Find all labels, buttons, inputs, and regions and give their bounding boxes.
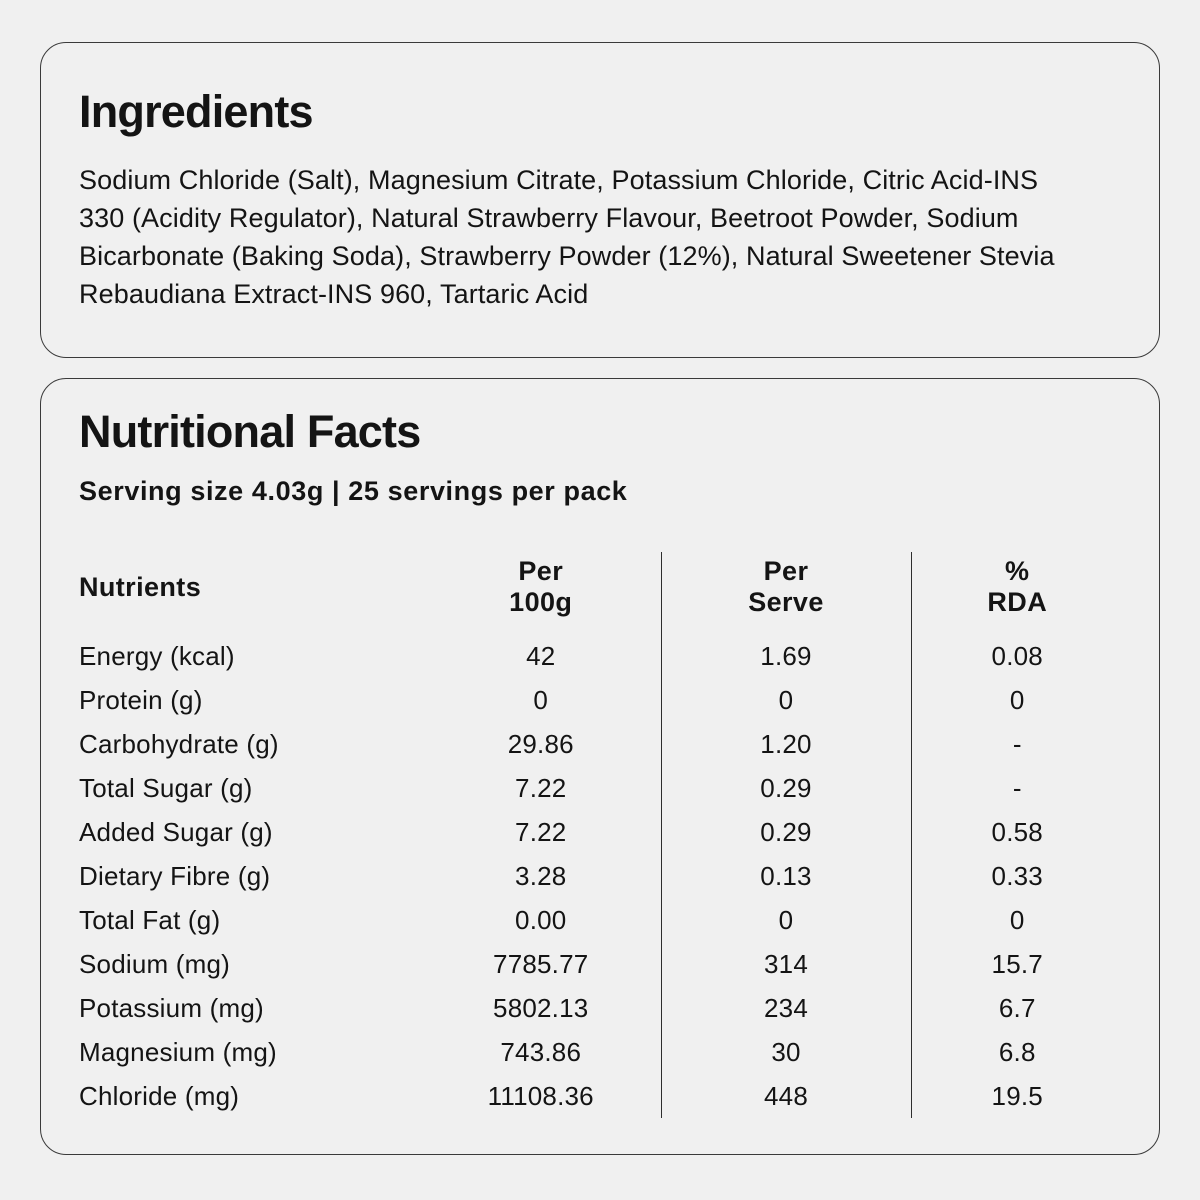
header-per-serve-line2: Serve	[748, 587, 824, 618]
nutrient-label: Carbohydrate (g)	[79, 728, 279, 759]
per-serve-value: 0.29	[660, 810, 911, 855]
per-100g-value: 7.22	[515, 816, 567, 847]
header-per-100g-line2: 100g	[509, 587, 573, 618]
table-row: Protein (g) 0 0 0	[79, 678, 1123, 723]
table-row: Sodium (mg) 7785.77 314 15.7	[79, 942, 1123, 987]
table-row: Energy (kcal) 42 1.69 0.08	[79, 634, 1123, 679]
header-per-serve-line1: Per	[763, 556, 809, 587]
ingredients-title: Ingredients	[79, 86, 314, 137]
table-row: Added Sugar (g) 7.22 0.29 0.58	[79, 810, 1123, 855]
rda-value: 0	[910, 678, 1123, 723]
table-row: Dietary Fibre (g) 3.28 0.13 0.33	[79, 854, 1123, 899]
ingredients-card: Ingredients Sodium Chloride (Salt), Magn…	[40, 42, 1160, 358]
per-100g-value: 3.28	[515, 860, 567, 891]
table-row: Total Sugar (g) 7.22 0.29 -	[79, 766, 1123, 811]
per-100g-value: 743.86	[500, 1036, 582, 1067]
rda-value: 0.58	[910, 810, 1123, 855]
ingredients-text: Sodium Chloride (Salt), Magnesium Citrat…	[79, 165, 1055, 310]
per-100g-value: 0.00	[515, 904, 567, 935]
per-serve-value: 1.69	[660, 634, 911, 679]
per-100g-value: 11108.36	[487, 1080, 594, 1111]
per-100g-value: 0	[533, 684, 549, 715]
header-nutrients: Nutrients	[79, 571, 202, 602]
table-header-row: Nutrients Per 100g Per Serve % RDA	[79, 552, 1123, 635]
nutrient-label: Total Fat (g)	[79, 904, 221, 935]
nutrient-label: Dietary Fibre (g)	[79, 860, 271, 891]
per-serve-value: 234	[660, 986, 911, 1031]
per-100g-value: 29.86	[507, 728, 574, 759]
per-serve-value: 0	[660, 678, 911, 723]
table-row: Potassium (mg) 5802.13 234 6.7	[79, 986, 1123, 1031]
nutrition-card: Nutritional Facts Serving size 4.03g | 2…	[40, 378, 1160, 1155]
per-serve-value: 0.13	[660, 854, 911, 899]
nutrition-table: Nutrients Per 100g Per Serve % RDA	[79, 552, 1123, 1119]
per-serve-value: 0.29	[660, 766, 911, 811]
nutrient-label: Chloride (mg)	[79, 1080, 240, 1111]
per-100g-value: 42	[526, 640, 556, 671]
header-per-100g: Per 100g	[421, 552, 661, 634]
header-rda-line1: %	[1005, 556, 1030, 587]
rda-value: -	[910, 722, 1123, 767]
rda-value: 15.7	[910, 942, 1123, 987]
per-100g-value: 7785.77	[493, 948, 589, 979]
per-serve-value: 448	[660, 1074, 911, 1119]
nutrition-title: Nutritional Facts	[79, 406, 421, 457]
nutrient-label: Magnesium (mg)	[79, 1036, 277, 1067]
nutrient-label: Potassium (mg)	[79, 992, 264, 1023]
rda-value: 6.7	[910, 986, 1123, 1031]
rda-value: 0	[910, 898, 1123, 943]
per-100g-value: 5802.13	[493, 992, 589, 1023]
nutrient-label: Total Sugar (g)	[79, 772, 253, 803]
rda-value: 0.33	[910, 854, 1123, 899]
table-row: Carbohydrate (g) 29.86 1.20 -	[79, 722, 1123, 767]
header-per-100g-line1: Per	[518, 556, 564, 587]
table-row: Total Fat (g) 0.00 0 0	[79, 898, 1123, 943]
per-100g-value: 7.22	[515, 772, 567, 803]
rda-value: -	[910, 766, 1123, 811]
per-serve-value: 30	[660, 1030, 911, 1075]
rda-value: 0.08	[910, 634, 1123, 679]
per-serve-value: 314	[660, 942, 911, 987]
per-serve-value: 1.20	[660, 722, 911, 767]
table-row: Chloride (mg) 11108.36 448 19.5	[79, 1074, 1123, 1119]
table-row: Magnesium (mg) 743.86 30 6.8	[79, 1030, 1123, 1075]
serving-info: Serving size 4.03g | 25 servings per pac…	[79, 476, 628, 507]
nutrient-label: Sodium (mg)	[79, 948, 231, 979]
per-serve-value: 0	[660, 898, 911, 943]
header-per-serve: Per Serve	[660, 552, 911, 635]
rda-value: 6.8	[910, 1030, 1123, 1075]
rda-value: 19.5	[910, 1074, 1123, 1119]
nutrient-label: Added Sugar (g)	[79, 816, 273, 847]
nutrient-label: Energy (kcal)	[79, 640, 235, 671]
header-rda: % RDA	[910, 552, 1123, 635]
header-rda-line2: RDA	[987, 587, 1048, 618]
nutrient-label: Protein (g)	[79, 684, 203, 715]
